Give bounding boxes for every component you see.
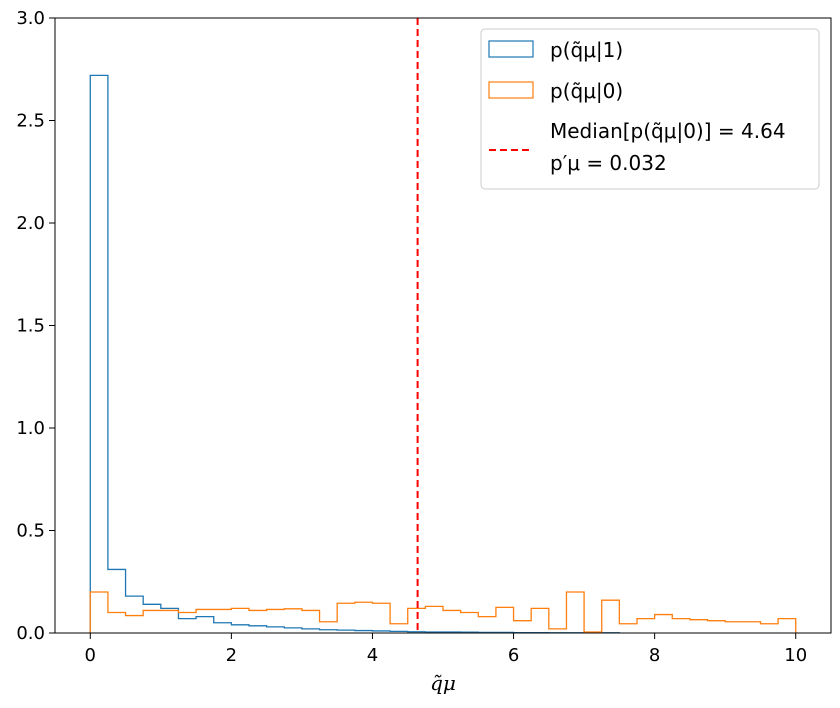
y-axis-ticks: 0.0 0.5 1.0 1.5 2.0 2.5 3.0 — [16, 8, 55, 644]
legend-label-median-line1: Median[p(q̃μ|0)] = 4.64 — [550, 119, 786, 143]
y-tick-label: 0.5 — [16, 521, 45, 542]
y-tick-label: 3.0 — [16, 8, 45, 29]
x-tick-label: 6 — [508, 645, 519, 666]
x-axis-label: q̃μ — [430, 671, 456, 695]
histogram-series-layer — [89, 74, 797, 634]
x-tick-label: 10 — [784, 645, 807, 666]
histogram-series-2 — [89, 591, 797, 633]
y-tick-label: 2.0 — [16, 213, 45, 234]
y-tick-label: 1.0 — [16, 418, 45, 439]
y-tick-label: 2.5 — [16, 111, 45, 132]
legend-label-median-line2: p′μ = 0.032 — [550, 151, 667, 175]
y-tick-label: 1.5 — [16, 316, 45, 337]
legend: p(q̃μ|1) p(q̃μ|0) Median[p(q̃μ|0)] = 4.6… — [480, 28, 820, 190]
legend-frame — [480, 28, 820, 190]
histogram-series-1 — [89, 74, 621, 634]
legend-label-series-1: p(q̃μ|1) — [550, 38, 623, 62]
legend-swatch-series-2 — [488, 81, 534, 99]
x-axis-ticks: 0 2 4 6 8 10 — [85, 633, 807, 666]
legend-swatch-series-1 — [488, 40, 534, 58]
x-tick-label: 4 — [367, 645, 378, 666]
x-tick-label: 0 — [85, 645, 96, 666]
x-tick-label: 8 — [649, 645, 660, 666]
legend-label-series-2: p(q̃μ|0) — [550, 79, 623, 103]
y-tick-label: 0.0 — [16, 623, 45, 644]
x-tick-label: 2 — [226, 645, 237, 666]
